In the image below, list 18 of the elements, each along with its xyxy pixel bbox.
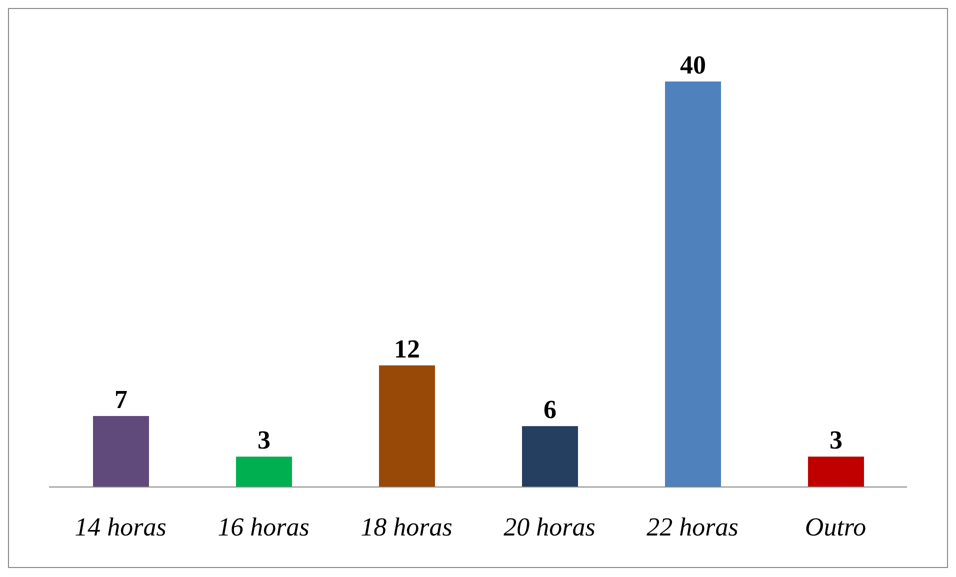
bar — [522, 426, 578, 487]
data-label: 12 — [394, 334, 420, 364]
x-tick-label: Outro — [804, 512, 866, 542]
x-tick-label: 22 horas — [646, 512, 738, 542]
bar — [808, 456, 864, 487]
bar — [665, 81, 721, 487]
data-label: 3 — [258, 426, 270, 455]
bar — [93, 416, 149, 487]
data-label: 7 — [114, 385, 128, 414]
data-label: 40 — [680, 50, 706, 80]
bar — [379, 365, 435, 487]
x-tick-label: 16 horas — [218, 512, 310, 542]
x-tick-label: 18 horas — [360, 512, 452, 542]
x-tick-label: 14 horas — [74, 512, 166, 542]
x-tick-label: 20 horas — [504, 512, 596, 542]
data-label: 6 — [544, 395, 556, 424]
data-label: 3 — [830, 426, 842, 455]
bar — [236, 456, 292, 487]
